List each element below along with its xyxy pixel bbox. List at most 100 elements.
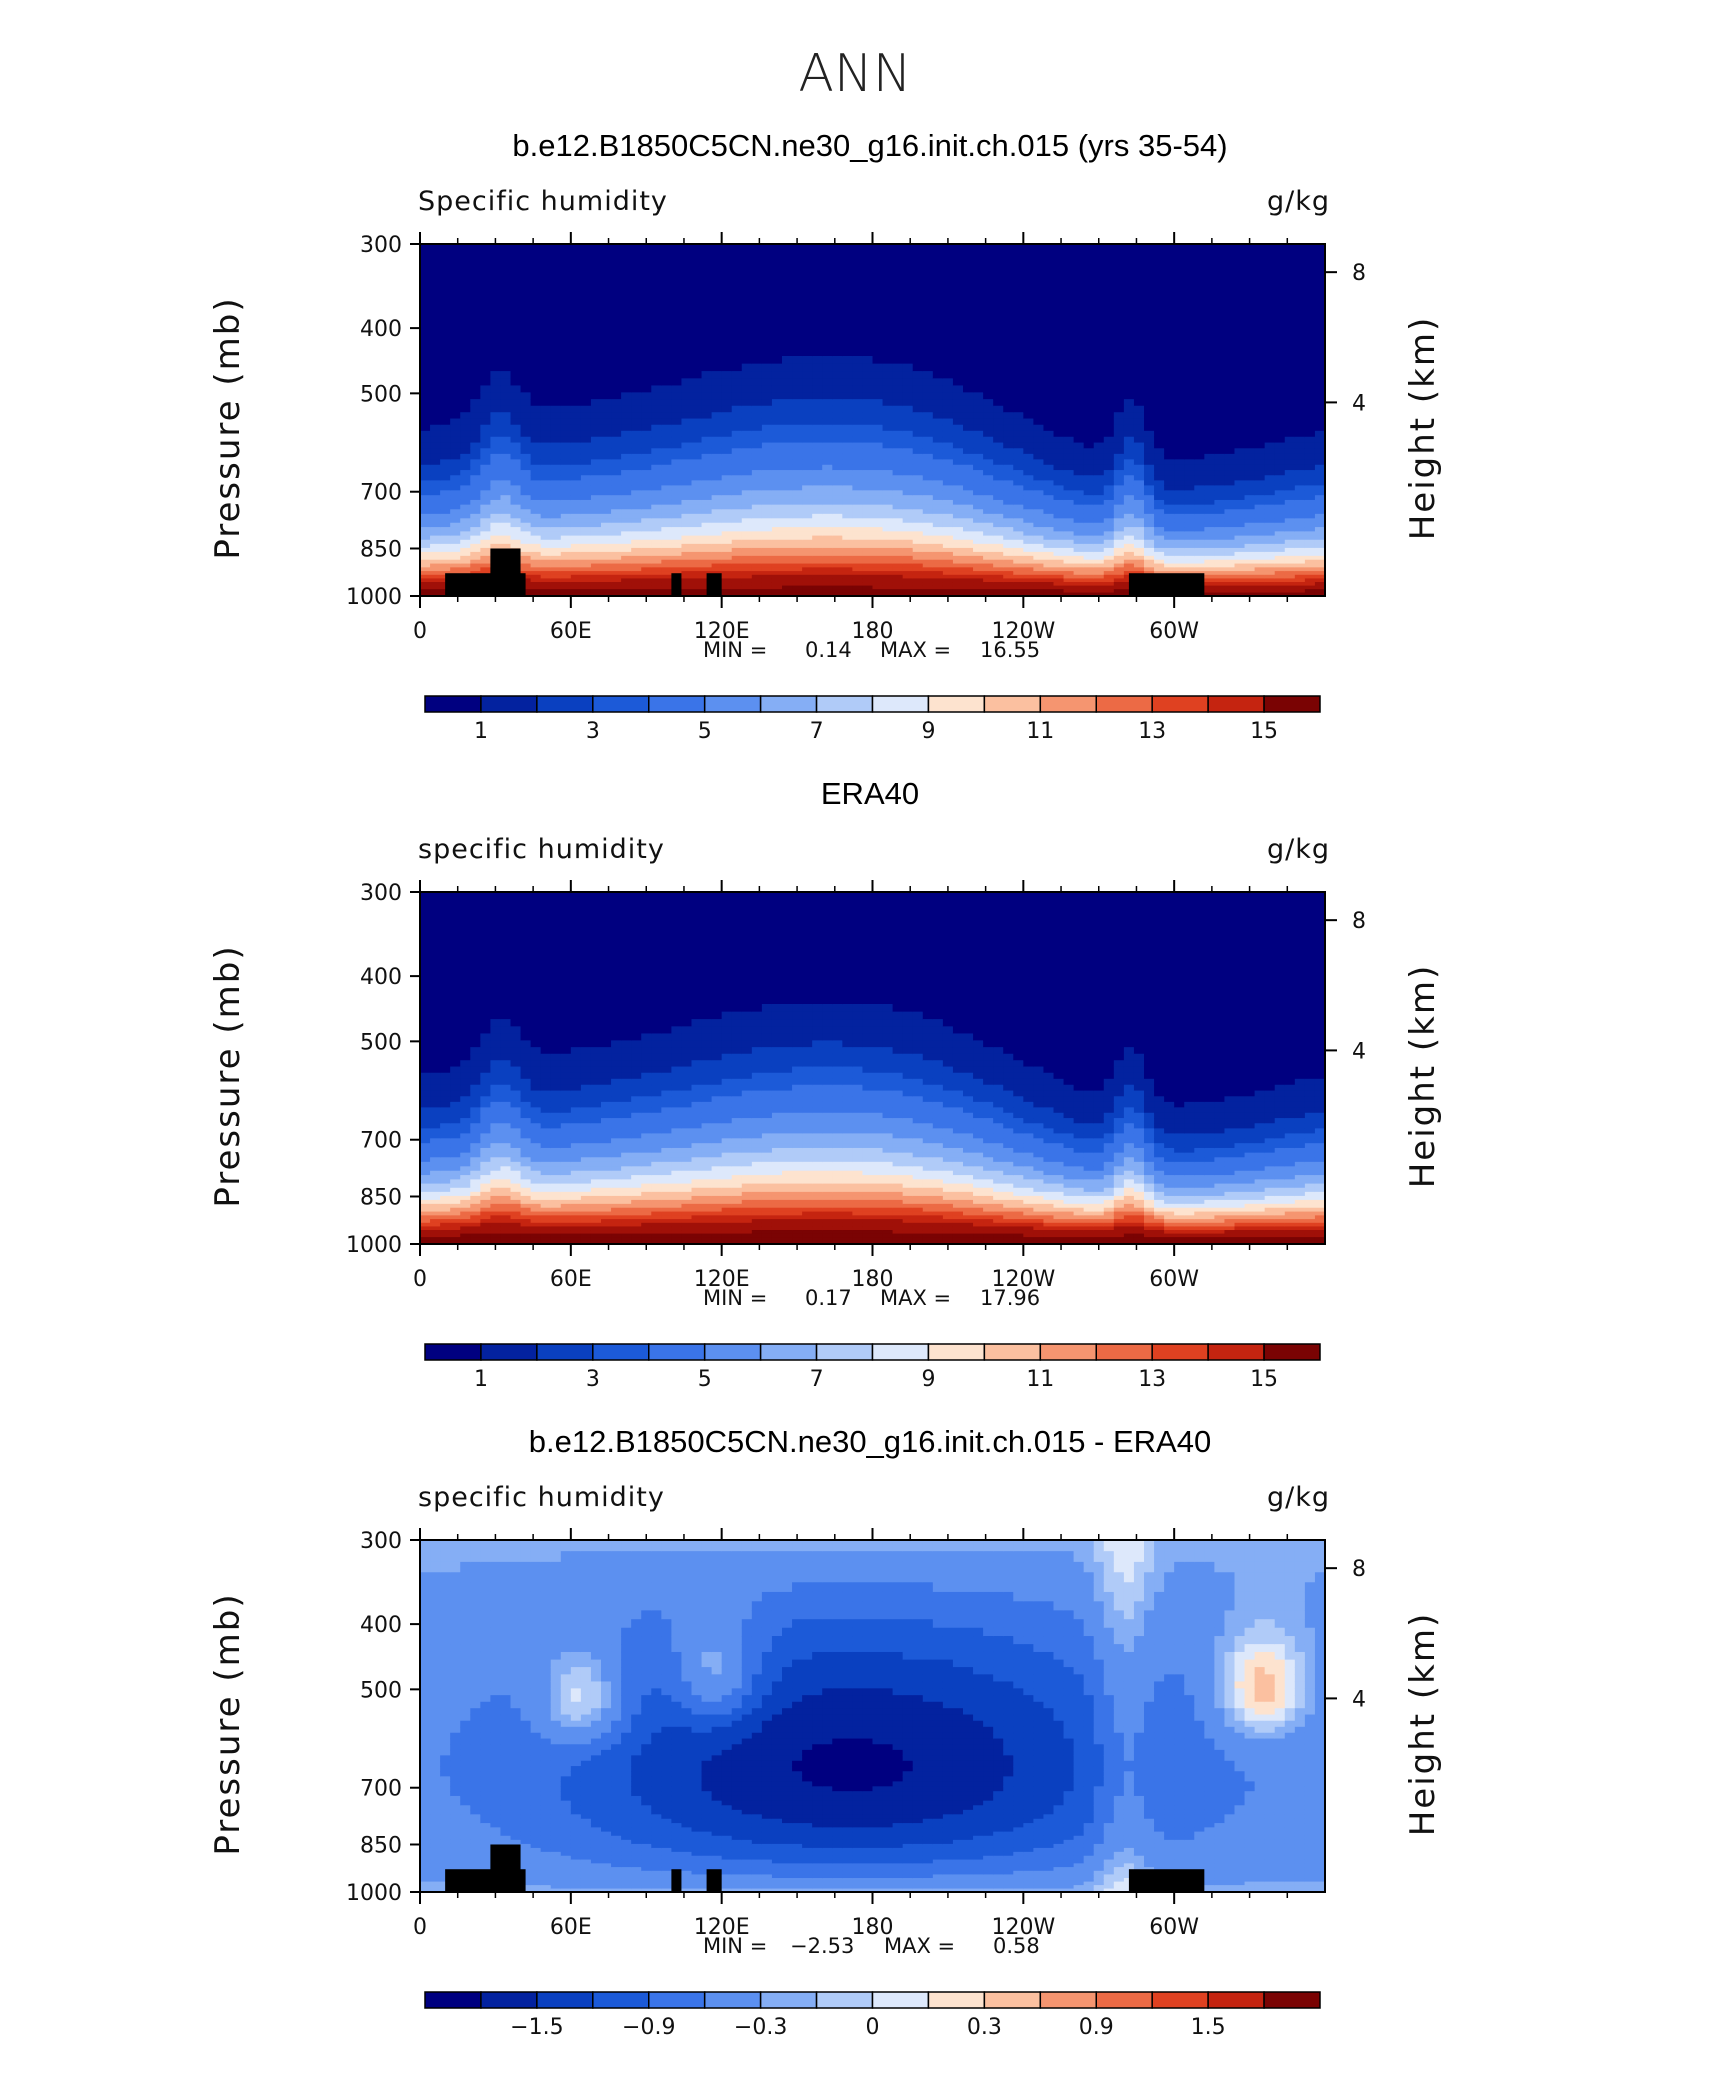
field-cell	[1164, 244, 1175, 256]
field-cell	[711, 559, 723, 565]
field-cell	[440, 480, 451, 486]
field-cell	[963, 378, 974, 387]
field-cell	[942, 475, 954, 481]
field-cell	[1244, 363, 1256, 372]
field-cell	[500, 314, 512, 324]
field-cell	[1073, 286, 1085, 297]
field-cell	[862, 563, 874, 568]
field-cell	[1043, 513, 1055, 519]
field-cell	[912, 559, 924, 565]
field-cell	[701, 485, 713, 491]
field-cell	[661, 531, 672, 537]
field-cell	[540, 578, 552, 583]
field-cell	[590, 244, 602, 256]
field-cell	[440, 244, 451, 256]
field-cell	[621, 543, 632, 549]
field-cell	[510, 392, 522, 400]
field-cell	[983, 314, 994, 324]
field-cell	[832, 551, 843, 557]
field-cell	[711, 555, 723, 561]
field-cell	[1053, 276, 1065, 287]
field-cell	[1234, 551, 1246, 557]
field-cell	[470, 522, 481, 528]
field-cell	[450, 495, 461, 501]
field-cell	[892, 470, 904, 476]
field-cell	[1174, 448, 1185, 455]
field-cell	[711, 412, 723, 420]
field-cell	[691, 453, 703, 460]
field-cell	[1204, 563, 1215, 568]
field-cell	[993, 448, 1004, 455]
field-cell	[1133, 470, 1145, 476]
field-cell	[490, 464, 502, 471]
field-cell	[681, 464, 693, 471]
field-cell	[1073, 509, 1085, 515]
field-cell	[1164, 518, 1175, 524]
field-cell	[1033, 504, 1045, 510]
field-cell	[1224, 436, 1236, 444]
field-cell	[973, 518, 984, 524]
field-cell	[862, 286, 874, 297]
field-cell	[1224, 495, 1236, 501]
field-cell	[480, 509, 491, 515]
field-cell	[1194, 295, 1205, 306]
field-cell	[771, 305, 783, 315]
field-cell	[1043, 509, 1055, 515]
field-cell	[812, 585, 823, 590]
field-cell	[590, 499, 602, 506]
field-cell	[590, 385, 602, 393]
field-cell	[932, 578, 944, 583]
field-cell	[932, 475, 944, 481]
field-cell	[1154, 464, 1165, 471]
field-cell	[751, 286, 763, 297]
field-cell	[902, 522, 914, 528]
field-cell	[570, 399, 582, 407]
field-cell	[822, 424, 833, 432]
field-cell	[1144, 513, 1155, 519]
field-cell	[590, 399, 602, 407]
field-cell	[1244, 385, 1256, 393]
field-cell	[1123, 412, 1135, 420]
field-cell	[932, 286, 944, 297]
field-cell	[812, 547, 823, 553]
field-cell	[862, 276, 874, 287]
field-cell	[872, 513, 884, 519]
field-cell	[832, 559, 843, 565]
field-cell	[792, 331, 803, 341]
field-cell	[450, 348, 461, 357]
field-cell	[460, 555, 471, 561]
field-cell	[1103, 244, 1115, 256]
field-cell	[1244, 392, 1256, 400]
field-cell	[1093, 585, 1105, 590]
field-cell	[550, 392, 562, 400]
field-cell	[912, 527, 924, 532]
field-cell	[912, 355, 924, 365]
field-cell	[771, 563, 783, 568]
field-cell	[621, 513, 632, 519]
field-cell	[1234, 331, 1246, 341]
field-cell	[601, 314, 612, 324]
field-cell	[490, 305, 502, 315]
field-cell	[480, 392, 491, 400]
field-cell	[983, 418, 994, 426]
field-cell	[1244, 495, 1256, 501]
field-cell	[852, 480, 864, 486]
field-cell	[520, 363, 532, 372]
field-cell	[761, 555, 773, 561]
field-cell	[500, 405, 512, 413]
field-cell	[1204, 509, 1215, 515]
field-cell	[912, 340, 924, 349]
field-cell	[963, 385, 974, 393]
field-cell	[1244, 399, 1256, 407]
field-cell	[892, 430, 904, 438]
field-cell	[420, 559, 431, 565]
field-cell	[661, 509, 672, 515]
field-cell	[1154, 244, 1165, 256]
field-cell	[540, 582, 552, 587]
field-cell	[1093, 504, 1105, 510]
field-cell	[963, 265, 974, 277]
field-cell	[590, 504, 602, 510]
field-cell	[963, 522, 974, 528]
field-cell	[520, 539, 532, 545]
field-cell	[812, 567, 823, 572]
